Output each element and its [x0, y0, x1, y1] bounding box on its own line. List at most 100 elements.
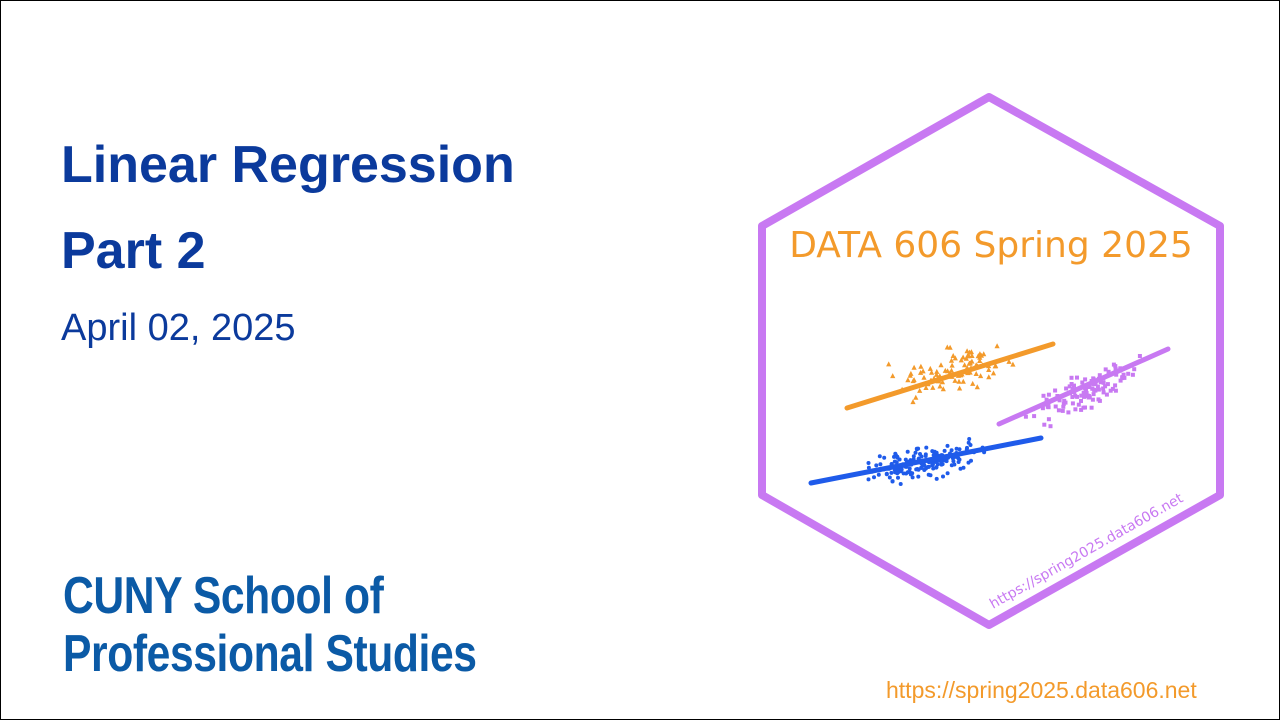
- blue-data-point: [919, 454, 924, 459]
- blue-data-point: [951, 459, 956, 464]
- orange-data-point: [977, 354, 983, 360]
- blue-data-point: [945, 443, 950, 448]
- blue-data-point: [898, 482, 903, 486]
- blue-data-point: [931, 452, 936, 457]
- purple-data-point: [1075, 375, 1079, 380]
- purple-data-point: [1041, 393, 1046, 398]
- purple-data-point: [1093, 388, 1098, 393]
- slide-date: April 02, 2025: [61, 307, 296, 349]
- blue-data-point: [952, 462, 957, 467]
- blue-data-point: [931, 466, 936, 471]
- slide-title: Linear Regression Part 2: [61, 123, 515, 295]
- blue-data-point: [907, 466, 912, 471]
- orange-data-point: [962, 362, 968, 368]
- slide-title-line-1: Linear Regression: [61, 136, 515, 194]
- hex-sticker: DATA 606 Spring 2025 https://spring2025.…: [758, 93, 1224, 629]
- orange-data-point: [890, 373, 896, 379]
- blue-data-point: [916, 474, 921, 479]
- orange-data-point: [963, 355, 969, 361]
- purple-data-point: [1046, 417, 1051, 422]
- purple-data-point: [1113, 367, 1118, 371]
- orange-regression-line: [844, 341, 1056, 411]
- purple-data-point: [1091, 392, 1096, 397]
- purple-data-point: [1080, 380, 1085, 385]
- orange-data-point: [958, 357, 964, 363]
- purple-data-point: [1060, 408, 1065, 413]
- orange-data-point: [956, 378, 962, 384]
- orange-data-point: [970, 380, 976, 386]
- purple-data-point: [1110, 386, 1115, 391]
- blue-data-point: [872, 475, 876, 480]
- purple-data-point: [1121, 372, 1126, 377]
- purple-data-point: [1042, 422, 1047, 427]
- orange-data-point: [918, 363, 924, 369]
- orange-data-point: [969, 353, 975, 358]
- purple-data-point: [1023, 414, 1028, 419]
- orange-data-point: [944, 344, 950, 350]
- blue-data-point: [905, 470, 910, 475]
- blue-data-point: [874, 463, 879, 468]
- blue-data-point: [941, 474, 945, 479]
- purple-data-point: [1073, 407, 1078, 412]
- blue-data-point: [893, 451, 898, 456]
- purple-data-point: [1126, 371, 1131, 376]
- orange-data-point: [886, 361, 892, 367]
- purple-data-point: [1069, 375, 1074, 380]
- orange-data-point: [978, 373, 984, 379]
- orange-data-point: [930, 384, 936, 390]
- purple-data-point: [1122, 375, 1127, 380]
- blue-data-point: [905, 449, 910, 454]
- blue-data-point: [887, 475, 892, 480]
- purple-data-point: [1090, 397, 1095, 402]
- purple-data-point: [1103, 367, 1108, 372]
- purple-data-point: [1032, 414, 1037, 419]
- blue-data-point: [939, 459, 944, 464]
- purple-data-point: [1061, 401, 1066, 406]
- orange-data-point: [942, 367, 948, 373]
- purple-data-point: [1076, 402, 1081, 407]
- orange-data-point: [929, 369, 935, 375]
- blue-data-point: [926, 464, 931, 469]
- orange-data-point: [1010, 361, 1016, 367]
- purple-data-point: [1118, 378, 1123, 383]
- purple-data-point: [1106, 369, 1111, 374]
- purple-data-point: [1097, 373, 1102, 378]
- orange-data-point: [934, 368, 940, 374]
- orange-data-point: [948, 357, 955, 363]
- purple-data-point: [1061, 404, 1066, 409]
- orange-data-point: [973, 371, 979, 376]
- blue-data-point: [914, 467, 919, 472]
- purple-data-point: [1108, 388, 1113, 393]
- purple-data-point: [1079, 399, 1083, 403]
- orange-data-point: [937, 383, 943, 389]
- orange-data-point: [927, 365, 933, 371]
- purple-data-point: [1091, 376, 1096, 381]
- orange-data-point: [918, 369, 924, 375]
- blue-data-point: [895, 454, 900, 459]
- purple-data-point: [1137, 354, 1142, 358]
- blue-data-point: [913, 450, 918, 455]
- purple-data-point: [1083, 377, 1088, 382]
- orange-data-point: [977, 358, 983, 363]
- blue-data-point: [899, 467, 904, 472]
- purple-data-point: [1113, 388, 1118, 393]
- purple-data-point: [1067, 384, 1072, 389]
- orange-data-point: [994, 343, 1000, 349]
- purple-data-point: [1053, 388, 1058, 393]
- purple-data-point: [1079, 393, 1084, 398]
- blue-data-point: [889, 470, 894, 475]
- purple-data-point: [1101, 380, 1106, 385]
- footer-url-link[interactable]: https://spring2025.data606.net: [886, 677, 1197, 703]
- purple-data-point: [1053, 404, 1058, 409]
- purple-data-point: [1081, 391, 1086, 396]
- orange-data-point: [952, 377, 958, 383]
- orange-data-point: [913, 394, 919, 400]
- orange-data-point: [977, 351, 983, 357]
- blue-data-point: [924, 445, 929, 450]
- blue-data-point: [878, 462, 883, 467]
- orange-data-point: [923, 385, 929, 390]
- orange-data-point: [911, 364, 917, 370]
- purple-data-point: [1120, 375, 1125, 380]
- cuny-sps-logo: CUNY School of Professional Studies: [63, 567, 477, 683]
